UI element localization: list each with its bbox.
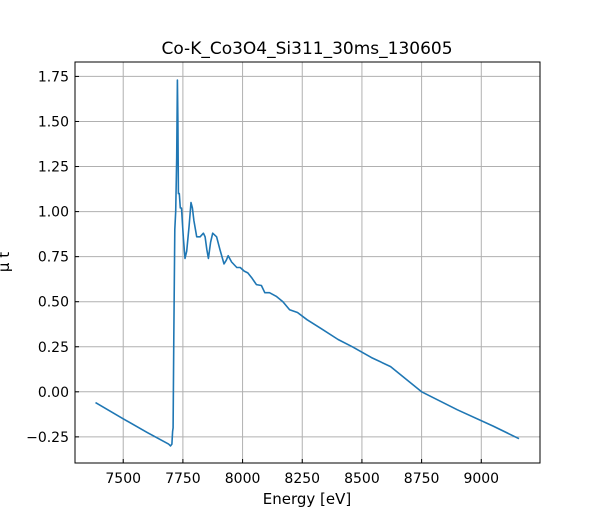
- y-tick-label: 1.50: [38, 114, 69, 130]
- y-tick-label: 0.50: [38, 295, 69, 311]
- x-tick-label: 7750: [165, 471, 201, 487]
- x-tick-label: 9000: [463, 471, 499, 487]
- x-tick-label: 8250: [284, 471, 320, 487]
- y-axis: −0.25 0.00 0.25 0.50 0.75 1.00 1.25 1.50 1.75: [26, 69, 79, 446]
- x-tick-label: 8500: [344, 471, 380, 487]
- y-tick-label: 1.25: [38, 160, 69, 176]
- x-axis: 7500 7750 8000 8250 8500 8750 9000: [105, 459, 499, 487]
- y-tick-label: 1.75: [38, 69, 69, 85]
- x-axis-label: Energy [eV]: [263, 490, 351, 508]
- y-axis-label: μ t: [0, 252, 13, 272]
- x-tick-label: 7500: [105, 471, 141, 487]
- series-layer: [95, 79, 520, 447]
- y-tick-label: 0.00: [38, 385, 69, 401]
- chart-title: Co-K_Co3O4_Si311_30ms_130605: [161, 39, 452, 59]
- plot-frame: [74, 61, 541, 464]
- grid: [75, 62, 540, 463]
- y-tick-label: 0.75: [38, 250, 69, 266]
- y-tick-label: 0.25: [38, 340, 69, 356]
- series-line: [95, 79, 520, 447]
- x-tick-label: 8750: [404, 471, 440, 487]
- y-tick-label: −0.25: [26, 430, 69, 446]
- x-tick-label: 8000: [225, 471, 261, 487]
- y-tick-label: 1.00: [38, 205, 69, 221]
